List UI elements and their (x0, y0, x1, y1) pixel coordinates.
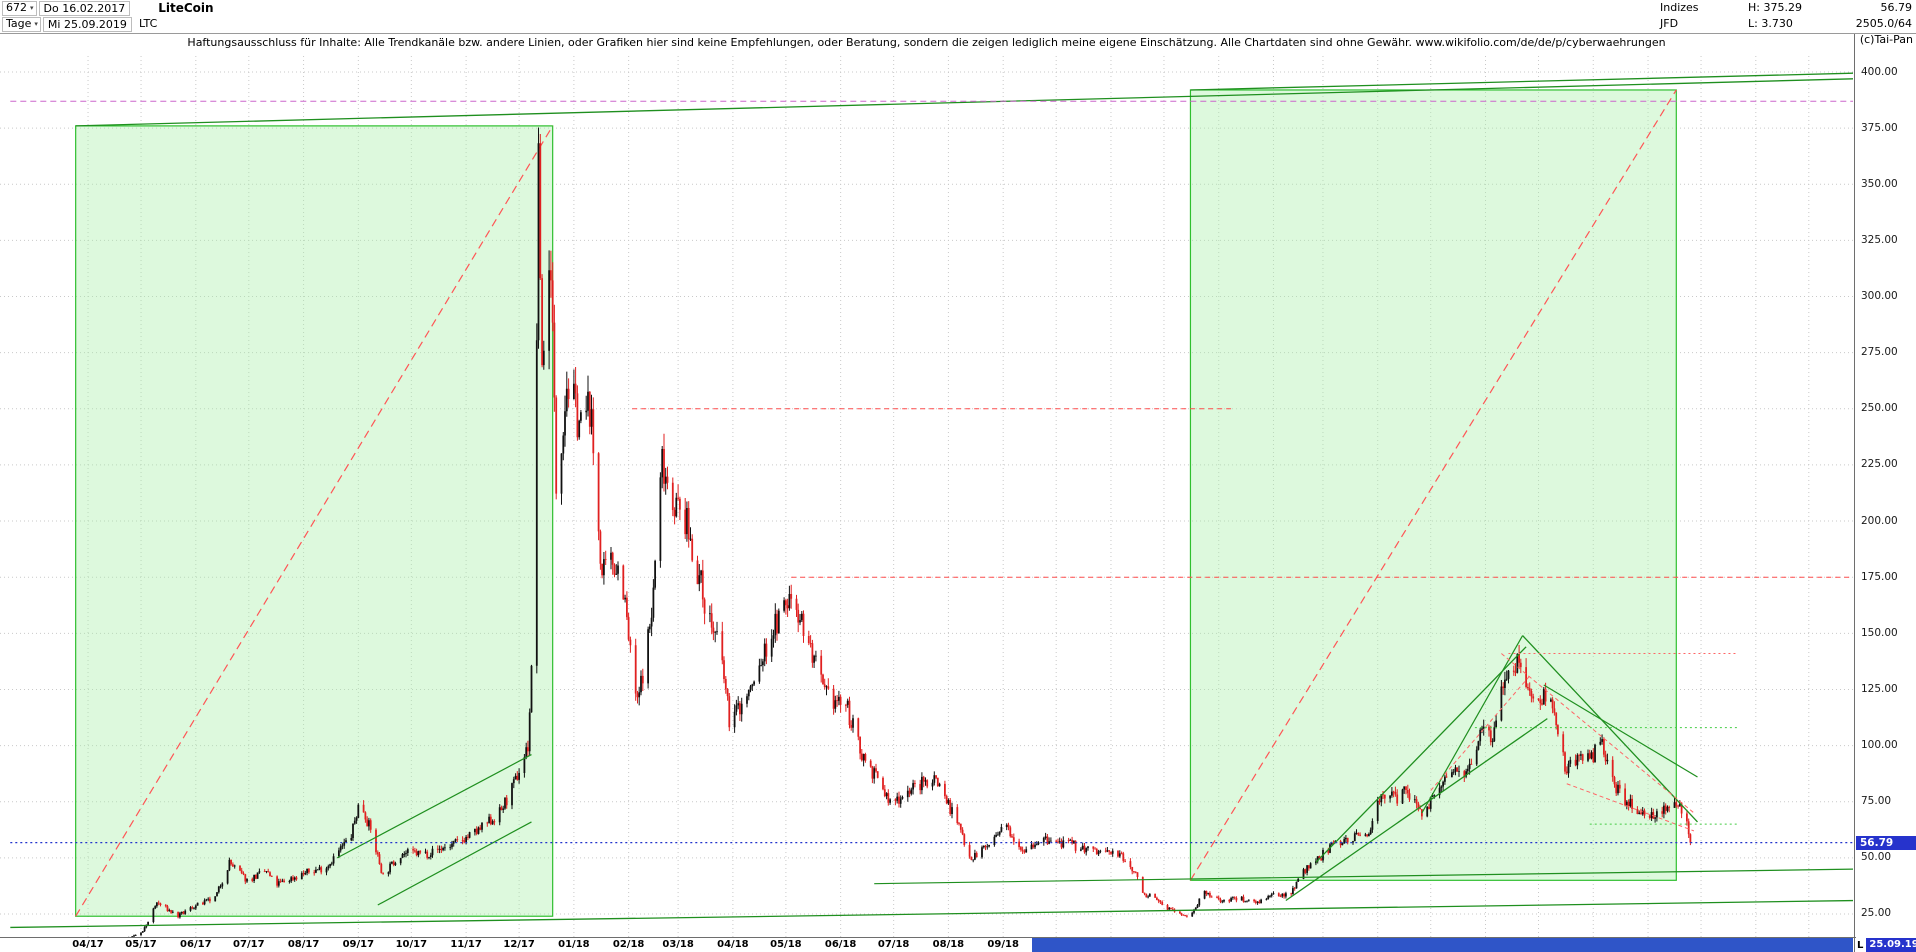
y-axis-label: 150.00 (1861, 626, 1898, 639)
last-label: L (1857, 939, 1864, 951)
header-right-row2: JFD L: 3.730 2505.0/64 (1660, 16, 1916, 32)
x-axis-label: 06/18 (824, 939, 857, 950)
chevron-down-icon: ▾ (30, 4, 34, 12)
last-date-corner: L 25.09.19 (1857, 938, 1916, 952)
disclaimer-text: Haftungsausschluss für Inhalte: Alle Tre… (187, 36, 1666, 49)
chart-header: 672 ▾ Do 16.02.2017 LiteCoin Indizes H: … (0, 0, 1916, 34)
low-value: L: 3.730 (1748, 17, 1793, 30)
header-right-row1: Indizes H: 375.29 56.79 (1660, 0, 1916, 16)
y-axis-label: 25.00 (1861, 907, 1892, 920)
x-axis-label: 05/18 (770, 939, 802, 950)
y-axis-label: 50.00 (1861, 851, 1892, 864)
x-axis-label: 12/17 (503, 939, 535, 950)
period-select[interactable]: Tage ▾ (2, 16, 41, 32)
volume-value: 2505.0/64 (1855, 17, 1912, 30)
x-axis-label: 10/17 (395, 939, 428, 950)
current-price-tag: 56.79 (1856, 835, 1916, 850)
header-row-1: 672 ▾ Do 16.02.2017 LiteCoin Indizes H: … (0, 0, 1916, 16)
y-axis-label: 100.00 (1861, 739, 1898, 752)
y-axis-label: 275.00 (1861, 346, 1898, 359)
x-axis-label: 02/18 (612, 939, 645, 950)
bars-count-value: 672 (6, 1, 27, 14)
x-axis-label: 05/17 (125, 939, 157, 950)
chevron-down-icon: ▾ (34, 20, 38, 28)
x-axis-label: 04/18 (717, 939, 749, 950)
x-axis-label: 07/17 (233, 939, 265, 950)
y-axis-label: 250.00 (1861, 402, 1898, 415)
instrument-title: LiteCoin (158, 1, 214, 15)
end-date-field[interactable]: Mi 25.09.2019 (42, 16, 132, 32)
y-axis-label: 400.00 (1861, 65, 1898, 78)
x-axis-label: 11/17 (450, 939, 482, 950)
header-row-2: Tage ▾ Mi 25.09.2019 LTC JFD L: 3.730 25… (0, 16, 1916, 32)
y-axis-label: 75.00 (1861, 795, 1892, 808)
y-axis-label: 125.00 (1861, 682, 1898, 695)
x-axis-label: 03/18 (662, 939, 694, 950)
x-axis-label: 04/17 (72, 939, 104, 950)
last-price: 56.79 (1880, 1, 1913, 14)
x-axis-label: 08/17 (287, 939, 320, 950)
x-axis-label: 06/17 (180, 939, 212, 950)
period-value: Tage (6, 17, 32, 30)
start-date-field[interactable]: Do 16.02.2017 (38, 0, 131, 16)
y-axis-label: 225.00 (1861, 458, 1898, 471)
indizes-label[interactable]: Indizes (1660, 1, 1699, 14)
provider-label: JFD (1660, 17, 1679, 30)
y-axis-label: 350.00 (1861, 177, 1898, 190)
x-axis-label: 08/18 (932, 939, 965, 950)
x-axis-label: 01/18 (558, 939, 590, 950)
last-date-tag: 25.09.19 (1866, 938, 1916, 952)
copyright-label: (c)Tai-Pan (1859, 33, 1913, 46)
y-axis-label: 375.00 (1861, 121, 1898, 134)
y-axis-label: 175.00 (1861, 570, 1898, 583)
bars-count-select[interactable]: 672 ▾ (2, 0, 37, 16)
y-axis-label: 200.00 (1861, 514, 1898, 527)
high-value: H: 375.29 (1748, 1, 1802, 14)
x-axis-label: 07/18 (877, 939, 910, 950)
x-axis-label: 09/18 (987, 939, 1019, 950)
x-axis-label: 09/17 (342, 939, 375, 950)
symbol-label: LTC (138, 17, 158, 30)
x-axis-selection-strip (1032, 938, 1853, 952)
y-axis-label: 325.00 (1861, 233, 1898, 246)
y-axis-label: 300.00 (1861, 290, 1898, 303)
